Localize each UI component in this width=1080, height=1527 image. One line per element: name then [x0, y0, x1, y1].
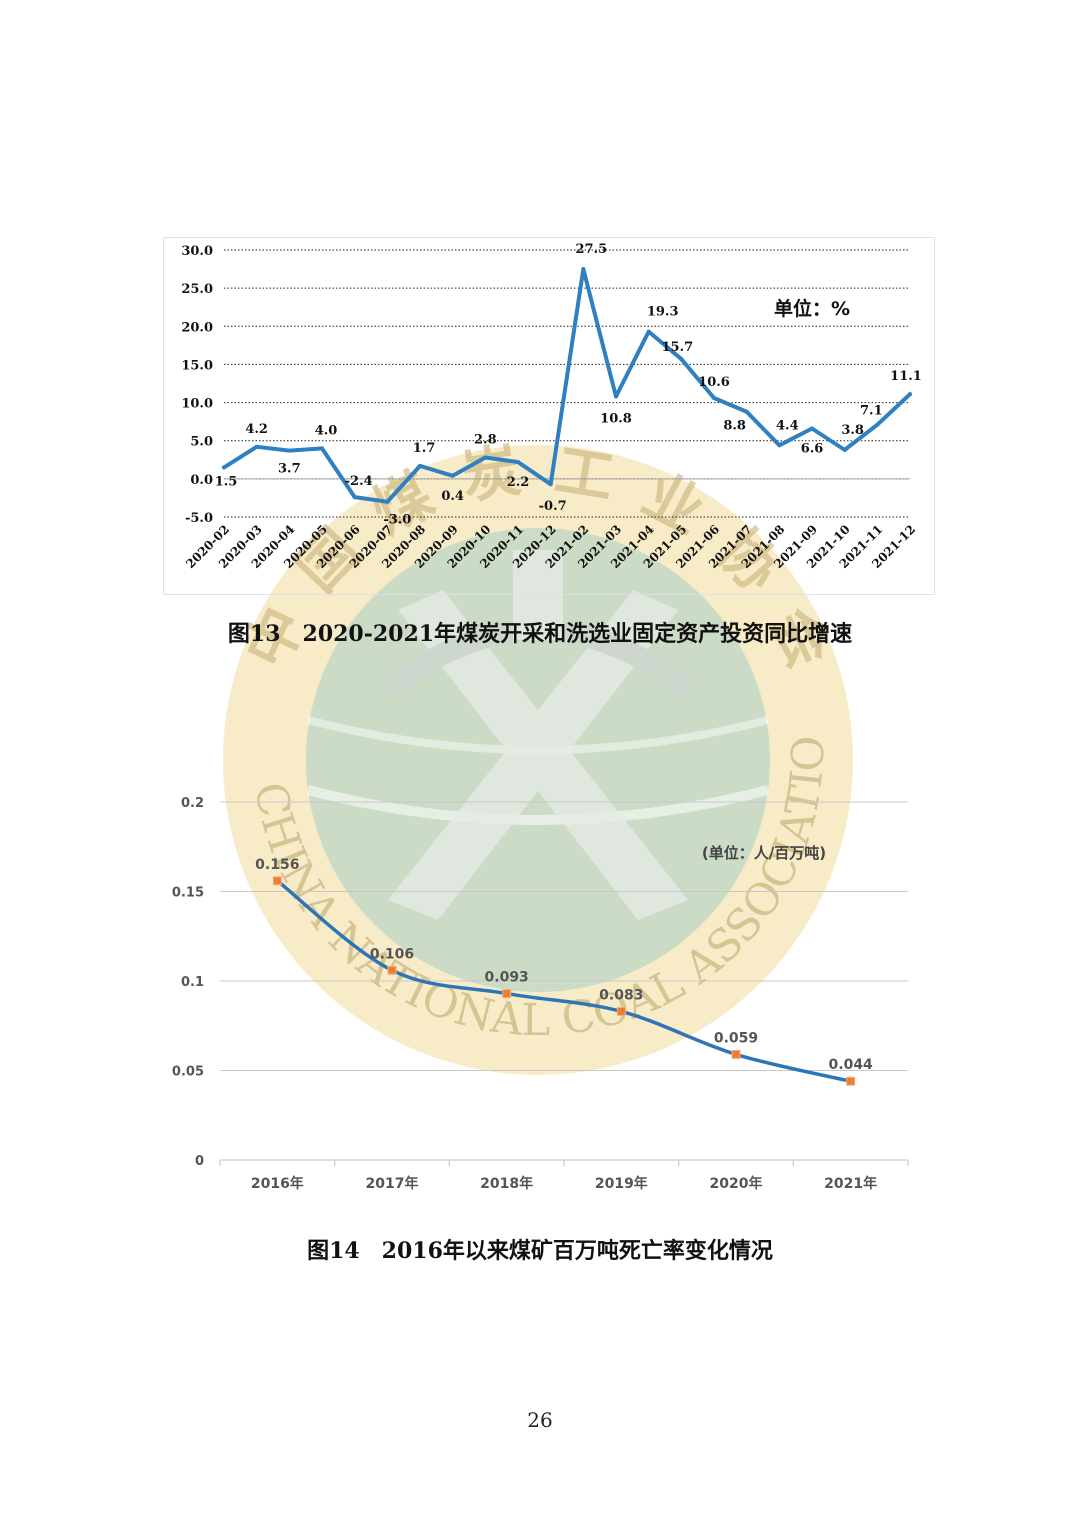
data-label: 0.093 [485, 970, 529, 986]
data-point [581, 267, 586, 272]
data-point [287, 448, 292, 453]
data-point [254, 444, 259, 449]
data-label: 15.7 [661, 340, 693, 355]
data-point [810, 426, 814, 431]
seal-globe-line [306, 785, 770, 825]
y-tick-label: 25.0 [181, 282, 213, 297]
investment-growth-chart: 30.0 25.0 20.0 15.0 10.0 5.0 0.0 -5.0 1.5 4.2 3.7 4… [181, 242, 922, 571]
data-marker [731, 1049, 741, 1059]
x-tick-label: 2020年 [710, 1175, 763, 1192]
data-point [908, 392, 912, 397]
page-number: 26 [527, 1408, 553, 1432]
data-label: 0.106 [370, 946, 414, 962]
x-tick-label: 2019年 [595, 1175, 648, 1192]
data-label: 8.8 [723, 419, 746, 434]
data-point [744, 409, 749, 414]
y-tick-label: 10.0 [181, 397, 213, 412]
data-label: 4.4 [776, 418, 799, 433]
y-tick-label: 0.0 [190, 473, 213, 488]
data-point [385, 499, 390, 504]
data-point [842, 447, 847, 452]
data-label: 4.0 [315, 423, 338, 438]
data-marker [616, 1006, 626, 1016]
mine-fatality-rate-chart: 0.2 0.15 0.1 0.05 0 0.156 0.106 0.093 0.083 0.059… [172, 796, 909, 1192]
data-label: -2.4 [345, 474, 373, 489]
unit-label: (单位：人/百万吨) [702, 844, 826, 862]
data-label: 27.5 [575, 242, 607, 257]
data-label: 3.8 [841, 423, 864, 438]
x-tick-label: 2017年 [366, 1175, 419, 1192]
data-point [450, 473, 455, 478]
data-point [548, 482, 553, 487]
data-label: 10.8 [600, 411, 632, 426]
data-label: 0.059 [714, 1030, 758, 1046]
data-point [352, 495, 357, 500]
data-point [777, 443, 782, 448]
data-label: 3.7 [278, 462, 301, 477]
data-label: 0.083 [599, 987, 643, 1003]
figure14-caption: 图14 2016年以来煤矿百万吨死亡率变化情况 [307, 1238, 773, 1264]
series-line [222, 267, 912, 504]
y-tick-label: 0.1 [181, 975, 204, 990]
pickaxe-handle [388, 590, 678, 920]
chart1-frame [163, 237, 935, 595]
data-label: -3.0 [383, 513, 411, 528]
unit-label: 单位：% [774, 297, 850, 320]
data-label: 0.4 [441, 489, 464, 504]
data-point [222, 465, 226, 470]
data-point [679, 357, 684, 362]
data-label: 2.2 [507, 475, 530, 490]
x-tick-label: 2021年 [824, 1175, 877, 1192]
y-tick-label: 30.0 [181, 244, 213, 259]
data-point [712, 395, 716, 400]
y-tick-label: 5.0 [190, 435, 213, 450]
data-point [483, 455, 488, 460]
data-point [516, 460, 520, 465]
data-label: 6.6 [801, 442, 824, 457]
y-tick-label: 0.2 [181, 796, 204, 811]
data-label: -0.7 [539, 499, 567, 514]
pickaxe-center [513, 550, 563, 640]
x-tick-label: 2018年 [480, 1175, 533, 1192]
y-tick-label: 0 [195, 1154, 204, 1169]
data-label: 2.8 [474, 432, 497, 447]
data-label: 0.156 [255, 857, 299, 873]
data-label: 4.2 [245, 422, 268, 437]
data-marker [272, 876, 282, 886]
data-label: 11.1 [890, 369, 922, 384]
y-tick-label: 20.0 [181, 320, 213, 335]
crossed-pickaxes-icon [381, 550, 695, 920]
data-point [614, 394, 618, 399]
data-marker [846, 1076, 856, 1086]
figure13-caption: 图13 2020-2021年煤炭开采和洗选业固定资产投资同比增速 [227, 621, 853, 647]
data-label: 19.3 [647, 305, 679, 320]
data-point [646, 329, 651, 334]
data-marker [502, 989, 512, 999]
data-label: 10.6 [698, 375, 730, 390]
data-label: 1.7 [413, 441, 436, 456]
series-line [275, 879, 853, 1083]
data-label: 1.5 [215, 474, 238, 489]
data-point [320, 446, 324, 451]
y-tick-label: 15.0 [181, 358, 213, 373]
seal-chinese-char: 工 [551, 436, 619, 512]
data-point [875, 422, 880, 427]
x-tick-label: 2016年 [251, 1175, 304, 1192]
data-label: 0.044 [829, 1057, 874, 1073]
y-tick-label: 0.05 [172, 1065, 204, 1080]
data-marker [387, 965, 397, 975]
data-point [418, 463, 422, 468]
y-tick-label: -5.0 [185, 511, 213, 526]
data-label: 7.1 [860, 404, 883, 419]
seal-chinese-char: 炭 [457, 436, 525, 512]
y-tick-label: 0.15 [172, 886, 204, 901]
